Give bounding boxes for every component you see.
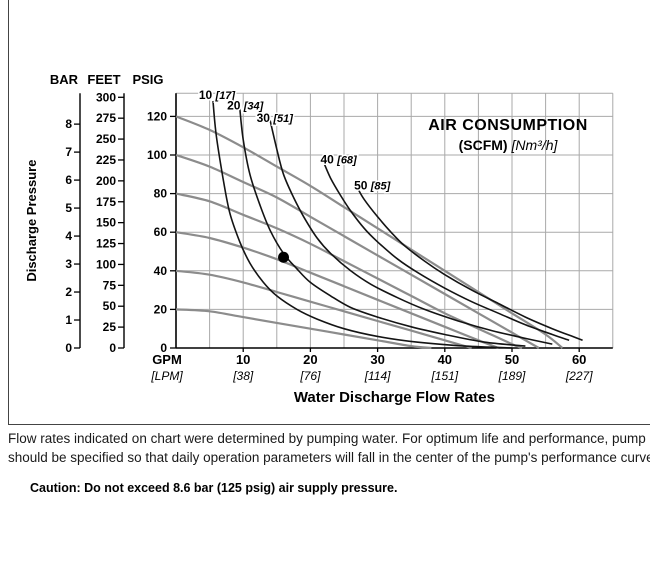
x-tick-gpm: 30 <box>370 352 384 367</box>
tick-label: 2 <box>65 285 72 299</box>
air-curve-labels: 10 [17]20 [34]30 [51] 40 [68] 50 [85] <box>197 87 392 195</box>
chart-title: AIR CONSUMPTION <box>428 117 588 134</box>
y-axis-bar: BAR 0 1 2 3 4 5 6 7 8 <box>50 72 81 355</box>
y-axis-title: Discharge Pressure <box>24 160 39 282</box>
axis-header: BAR <box>50 72 79 87</box>
x-axis-title: Water Discharge Flow Rates <box>294 389 495 406</box>
tick-label: 7 <box>65 145 72 159</box>
air-curve-20 <box>239 108 526 347</box>
x-tick-gpm: 50 <box>505 352 519 367</box>
air-curve-label-20: 20 [34] <box>227 99 264 113</box>
x-tick-gpm: 40 <box>438 352 452 367</box>
y-axis-psig: PSIG 0 20 40 60 80 100 120 <box>132 72 176 355</box>
x-tick-lpm: [114] <box>364 369 391 383</box>
tick-label: 5 <box>65 201 72 215</box>
tick-label: 200 <box>96 174 116 188</box>
axis-header: FEET <box>87 72 120 87</box>
tick-label: 120 <box>147 109 167 123</box>
caution-note: Caution: Do not exceed 8.6 bar (125 psig… <box>30 481 398 495</box>
tick-label: 250 <box>96 132 116 146</box>
tick-label: 100 <box>147 148 167 162</box>
x-tick-lpm: [227] <box>565 369 593 383</box>
tick-label: 125 <box>96 237 116 251</box>
air-consumption-curves <box>212 100 583 349</box>
pressure-curve-120 <box>175 115 564 349</box>
x-axis-unit-secondary: [LPM] <box>150 369 183 383</box>
x-tick-lpm: [76] <box>299 369 321 383</box>
figure-frame <box>8 0 650 425</box>
air-curve-label-40: 40 [68] <box>320 153 357 167</box>
tick-label: 8 <box>65 117 72 131</box>
tick-label: 150 <box>96 216 116 230</box>
air-curve-50 <box>356 187 583 342</box>
tick-label: 275 <box>96 111 116 125</box>
caption-line-1: Flow rates indicated on chart were deter… <box>8 431 646 446</box>
pressure-curve-100 <box>175 153 540 349</box>
tick-label: 175 <box>96 195 116 209</box>
tick-label: 6 <box>65 173 72 187</box>
tick-label: 3 <box>65 257 72 271</box>
pressure-curves <box>175 115 564 350</box>
air-curve-40 <box>323 162 570 342</box>
x-tick-gpm: 20 <box>303 352 317 367</box>
x-tick-lpm: [189] <box>498 369 526 383</box>
x-tick-gpm: 10 <box>236 352 250 367</box>
tick-label: 0 <box>65 341 72 355</box>
tick-label: 25 <box>103 320 117 334</box>
pressure-curve-40 <box>175 269 473 350</box>
x-tick-lpm: [38] <box>232 369 254 383</box>
chart-subtitle: (SCFM) [Nm³/h] <box>459 137 559 153</box>
y-axis-feet: FEET 0 25 50 75 100 125 150 175 200 225 250 275 300 <box>87 72 125 355</box>
tick-label: 300 <box>96 90 116 104</box>
air-curve-label-10: 10 [17] <box>199 88 236 102</box>
air-curve-30 <box>269 120 553 345</box>
air-curve-label-30: 30 [51] <box>257 111 294 125</box>
tick-label: 20 <box>154 302 168 316</box>
tick-label: 0 <box>160 341 167 355</box>
plot-border <box>175 93 613 349</box>
caption-line-2: should be specified so that daily operat… <box>8 450 650 465</box>
air-curve-label-50: 50 [85] <box>354 179 391 193</box>
axis-header: PSIG <box>132 72 163 87</box>
pressure-curve-60 <box>175 231 499 350</box>
grid <box>175 92 614 348</box>
pump-performance-chart: BAR012345678FEET025507510012515017520022… <box>24 72 614 406</box>
tick-label: 75 <box>103 278 117 292</box>
air-curve-10 <box>212 100 513 349</box>
x-axis-unit-primary: GPM <box>152 352 182 367</box>
tick-label: 225 <box>96 153 116 167</box>
tick-label: 60 <box>154 225 168 239</box>
tick-label: 1 <box>65 313 72 327</box>
tick-label: 100 <box>96 257 116 271</box>
x-axis: GPM [LPM] 10 [38] 20 [76] 30 [114] 40 [151] 50 [189… <box>150 348 593 383</box>
pressure-curve-20 <box>175 308 432 350</box>
tick-label: 40 <box>154 264 168 278</box>
tick-label: 80 <box>154 187 168 201</box>
tick-label: 0 <box>109 341 116 355</box>
operating-point-dot <box>278 251 290 263</box>
y-axes: BAR012345678FEET025507510012515017520022… <box>50 72 176 355</box>
tick-label: 4 <box>65 229 72 243</box>
x-tick-gpm: 60 <box>572 352 586 367</box>
figure-caption: Flow rates indicated on chart were deter… <box>8 429 650 467</box>
pressure-curve-80 <box>175 192 523 350</box>
x-tick-lpm: [151] <box>430 369 458 383</box>
tick-label: 50 <box>103 299 117 313</box>
